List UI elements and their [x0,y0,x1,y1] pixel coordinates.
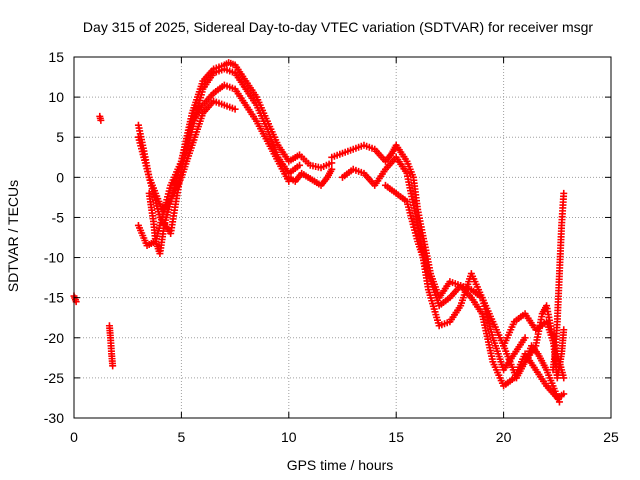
y-tick-label: 15 [48,49,64,65]
y-tick-label: 5 [56,129,64,145]
data-point-marker [560,390,568,398]
y-tick-label: -20 [44,330,64,346]
plot-frame [73,56,612,419]
data-point-marker [560,189,568,197]
y-tick-label: -15 [44,290,64,306]
x-axis-label: GPS time / hours [287,457,394,473]
x-tick-label: 15 [388,429,404,445]
x-tick-label: 25 [603,429,619,445]
data-point-marker [560,326,568,334]
series-segment-1 [70,292,80,306]
x-tick-label: 20 [496,429,512,445]
y-tick-label: 0 [56,169,64,185]
data-point-marker [555,398,563,406]
y-tick-label: -30 [44,410,64,426]
x-tick-label: 10 [281,429,297,445]
grid-lines [74,57,611,418]
series-track-1 [134,59,336,213]
series-track-3 [134,81,293,250]
data-point-marker [109,362,117,370]
series-track-6 [328,141,529,374]
y-tick-label: -25 [44,370,64,386]
data-point-marker [97,116,105,124]
data-points [70,59,568,406]
series-track-5 [285,165,336,189]
series-track-11 [549,189,568,374]
series-segment-3 [105,322,117,370]
data-point-marker [521,334,529,342]
x-tick-label: 0 [70,429,78,445]
chart-title: Day 315 of 2025, Sidereal Day-to-day VTE… [83,19,593,35]
data-point-marker [296,161,304,169]
series-track-4 [145,97,239,258]
y-tick-label: -5 [52,209,65,225]
y-tick-label: -10 [44,250,64,266]
series-segment-2 [96,112,105,124]
series-track-10 [521,302,568,382]
data-point-marker [328,165,336,173]
data-point-marker [231,105,239,113]
axis-ticks: 0 5 10 15 20 25 -30 -25 -20 -15 -10 -5 0 5 10 15 [44,49,619,445]
data-point-marker [560,374,568,382]
y-tick-label: 10 [48,89,64,105]
y-axis-label: SDTVAR / TECUs [5,180,21,292]
x-tick-label: 5 [178,429,186,445]
